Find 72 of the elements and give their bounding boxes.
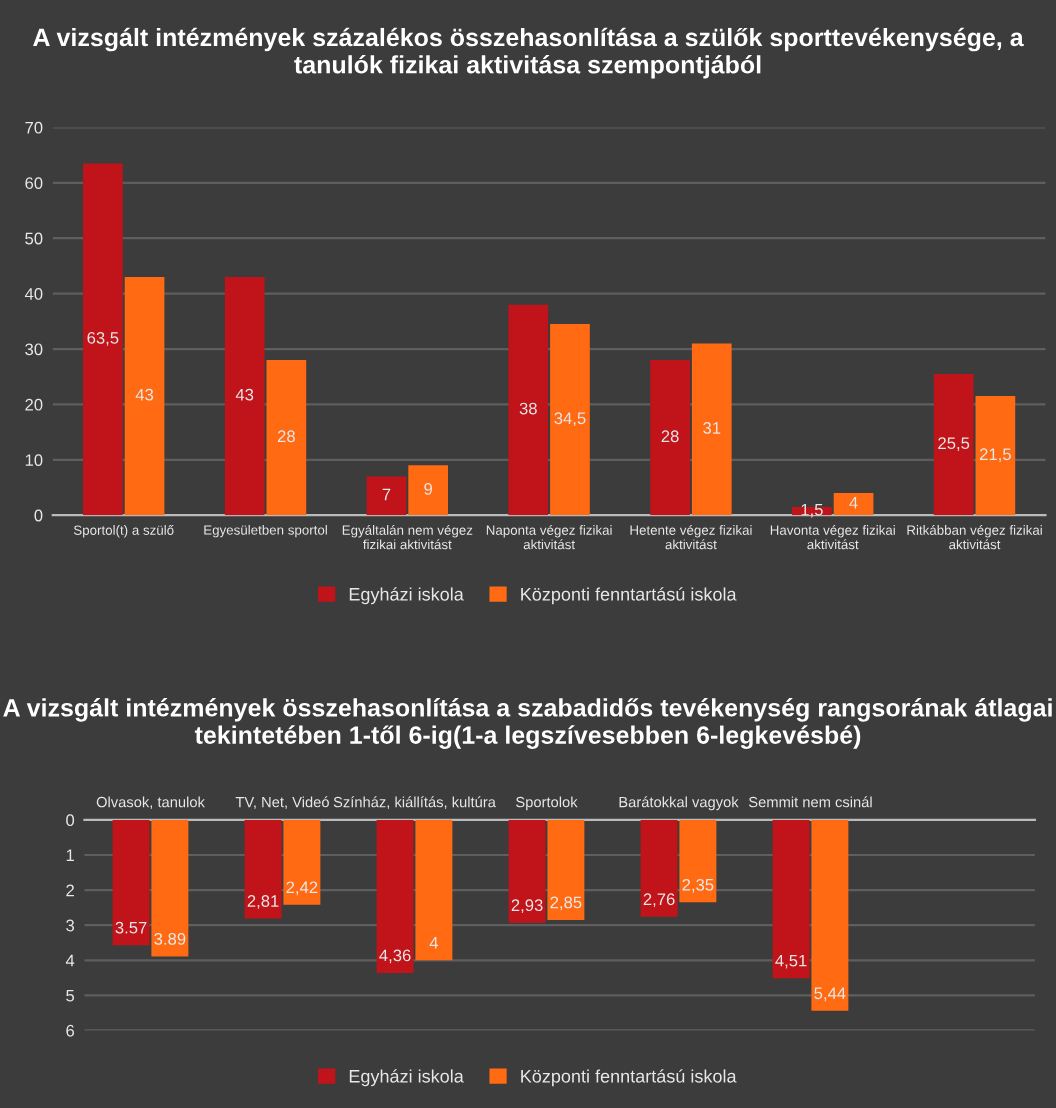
bar [244,819,282,919]
data-label: 2,35 [682,878,714,893]
legend-label: Egyházi iskola [349,1069,464,1087]
data-label: 28 [277,430,295,443]
chart-title: A vizsgált intézmények összehasonlítása a szabadidős tevékenység rangsorának átlagai tekintetében 1-től 6-ig(1-a legszívesebben 6-legkevésbé) [3,698,1052,749]
y-tick-label: 4 [65,954,75,967]
data-label: 21,5 [980,448,1011,463]
bar [508,304,549,516]
data-label: 2,42 [286,881,318,896]
bar [366,476,407,516]
data-label: 2,76 [643,893,675,908]
bar [83,163,123,516]
legend-label: Egyházi iskola [349,587,464,605]
data-label: 25,5 [938,437,970,452]
y-tick-label: 60 [25,177,43,190]
data-label: 2,85 [550,896,582,911]
data-label: 31 [703,422,721,434]
bar [679,819,717,903]
y-tick-label: 2 [66,884,74,897]
bar [415,819,453,961]
y-tick-label: 0 [34,509,43,522]
bar [408,465,449,516]
legend-label: Központi fenntartású iskola [521,1069,737,1087]
bar [547,819,585,920]
data-label: 3.57 [115,921,147,934]
bar [811,819,849,1011]
y-tick-label: 20 [25,398,43,411]
bar [376,819,414,973]
bar [640,819,678,917]
bar [508,819,546,923]
y-tick-label: 50 [25,232,43,245]
data-label: 4 [849,496,858,509]
y-tick-label: 0 [66,814,75,827]
data-label: 34,5 [554,412,586,427]
y-tick-label: 70 [25,121,43,134]
bar [266,360,307,516]
y-tick-label: 10 [25,454,43,467]
legend-label: Központi fenntartású iskola [521,587,737,605]
data-label: 2,93 [511,899,543,914]
y-tick-label: 40 [24,288,43,300]
bar [772,819,810,979]
y-tick-label: 3 [66,919,75,932]
data-label: 43 [135,388,154,401]
y-tick-label: 5 [66,989,75,1002]
bar [283,819,321,905]
chart-title: A vizsgált intézmények százalékos összehasonlítása a szülők sporttevékenysége, a tanulók fizikai aktivitása szempontjából [33,27,1024,79]
bar [833,493,874,516]
data-label: 2,81 [247,895,279,909]
data-label: 4,36 [379,949,411,964]
bar [550,324,590,516]
bar [933,373,974,516]
bar [124,277,165,516]
data-label: 63,5 [87,332,119,346]
y-tick-label: 30 [25,343,43,356]
bar [650,360,690,516]
data-label: 5,44 [814,987,846,1002]
data-label: 4,51 [775,954,807,969]
bar [975,396,1016,516]
data-label: 9 [424,482,432,495]
bar [112,819,150,946]
y-tick-label: 6 [66,1024,75,1037]
bar [691,343,732,516]
bar [151,819,189,957]
data-label: 43 [235,388,254,401]
data-label: 4 [429,937,439,949]
y-tick-label: 1 [66,849,74,862]
bar [224,277,265,516]
data-label: 3.89 [154,932,186,945]
data-label: 7 [382,488,391,501]
data-label: 28 [661,430,679,443]
data-label: 1,5 [801,503,823,518]
data-label: 38 [519,402,537,415]
